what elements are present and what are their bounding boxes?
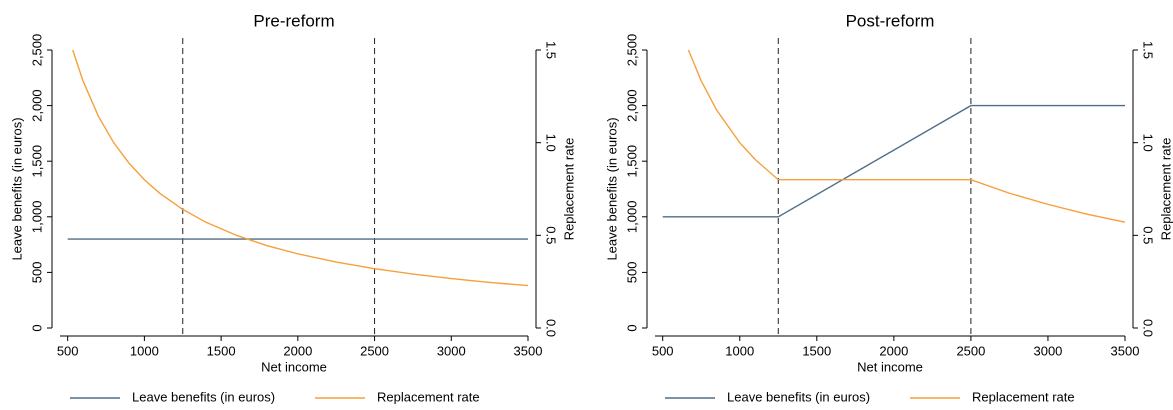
x-tick-label: 3000 (1033, 343, 1062, 358)
y-tick-label: 500 (29, 262, 44, 284)
y-tick-label: 1,500 (624, 145, 639, 178)
x-tick-label: 500 (652, 343, 674, 358)
y-tick-label: 0 (29, 324, 44, 331)
y-tick-label: 2,000 (624, 89, 639, 122)
y2-tick-label: 0.5 (1141, 226, 1156, 244)
y-tick-label: 0 (624, 324, 639, 331)
y-axis-title: Leave benefits (in euros) (604, 117, 619, 260)
data-line (687, 49, 1126, 223)
x-tick-label: 2000 (879, 343, 908, 358)
legend-label: Leave benefits (in euros) (727, 389, 870, 404)
data-line (72, 49, 529, 287)
data-line (662, 104, 1125, 218)
x-axis-title: Net income (261, 359, 327, 374)
chart-title: Post-reform (846, 11, 935, 30)
legend-label: Leave benefits (in euros) (132, 389, 275, 404)
x-tick-label: 3500 (1111, 343, 1140, 358)
x-tick-label: 2500 (956, 343, 985, 358)
y-tick-label: 2,500 (29, 34, 44, 67)
x-tick-label: 2500 (360, 343, 389, 358)
y2-tick-label: 0.0 (544, 319, 559, 337)
y-tick-label: 2,500 (624, 34, 639, 67)
y2-axis-title: Replacement rate (1158, 138, 1173, 241)
legend-label: Replacement rate (972, 389, 1075, 404)
y-tick-label: 500 (624, 262, 639, 284)
x-axis-title: Net income (857, 359, 923, 374)
y2-tick-label: 1.5 (544, 41, 559, 59)
y-tick-label: 1,000 (29, 201, 44, 234)
x-tick-label: 1000 (130, 343, 159, 358)
y2-tick-label: 0.5 (544, 226, 559, 244)
y2-tick-label: 1.0 (544, 134, 559, 152)
chart-title: Pre-reform (253, 11, 334, 30)
y2-tick-label: 1.5 (1141, 41, 1156, 59)
y-tick-label: 1,500 (29, 145, 44, 178)
x-tick-label: 1000 (725, 343, 754, 358)
legend-label: Replacement rate (377, 389, 480, 404)
y-axis-title: Leave benefits (in euros) (9, 117, 24, 260)
x-tick-label: 3000 (437, 343, 466, 358)
y-tick-label: 2,000 (29, 89, 44, 122)
x-tick-label: 500 (57, 343, 79, 358)
y-tick-label: 1,000 (624, 201, 639, 234)
x-tick-label: 3500 (514, 343, 543, 358)
x-tick-label: 1500 (207, 343, 236, 358)
y2-tick-label: 0.0 (1141, 319, 1156, 337)
y2-axis-title: Replacement rate (561, 138, 576, 241)
y2-tick-label: 1.0 (1141, 134, 1156, 152)
x-tick-label: 2000 (283, 343, 312, 358)
x-tick-label: 1500 (802, 343, 831, 358)
